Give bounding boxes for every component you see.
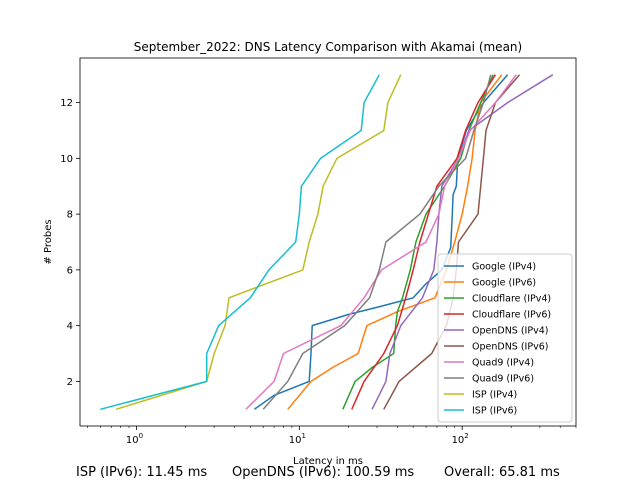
footer-overall: Overall: 65.81 ms [444,465,560,480]
y-tick-label: 10 [60,154,73,165]
y-axis-label: # Probes [43,219,54,264]
legend-entry: ISP (IPv4) [472,390,517,401]
plot-frame [79,57,577,427]
y-tick-label: 6 [67,265,73,276]
chart-title: September_2022: DNS Latency Comparison w… [134,40,522,54]
series-line [262,74,492,410]
series-line [383,74,521,410]
legend-entry: OpenDNS (IPv6) [472,342,548,353]
footer-isp-ipv6: ISP (IPv6): 11.45 ms [76,465,208,480]
y-tick-label: 2 [67,377,73,388]
axis-ticks: 100 101 102 2 4 6 8 10 12 [60,98,577,446]
legend-entry: Cloudflare (IPv4) [472,294,551,305]
legend-entry: OpenDNS (IPv4) [472,326,548,337]
legend-box [437,253,573,423]
y-tick-label: 4 [67,321,73,332]
legend-entry: Google (IPv6) [472,278,536,289]
y-tick-label: 8 [67,210,73,221]
x-tick-label: 100 [126,432,143,446]
series-line [100,74,380,411]
series-line [351,74,497,410]
legend: Google (IPv4) Google (IPv6) Cloudflare (IP… [437,253,573,423]
legend-entry: Cloudflare (IPv6) [472,310,551,321]
x-tick-label: 101 [289,432,306,446]
legend-entry: Quad9 (IPv6) [472,374,534,385]
legend-entry: Quad9 (IPv4) [472,358,534,369]
legend-entry: ISP (IPv6) [472,406,517,417]
footer-opendns-ipv6: OpenDNS (IPv6): 100.59 ms [232,465,415,480]
series-line [371,74,554,410]
series-line [245,74,517,410]
x-axis-label: Latency in ms [293,456,363,467]
legend-entry: Google (IPv4) [472,262,536,273]
y-tick-label: 12 [60,98,73,109]
x-tick-label: 102 [452,432,469,446]
series-line [115,74,402,411]
